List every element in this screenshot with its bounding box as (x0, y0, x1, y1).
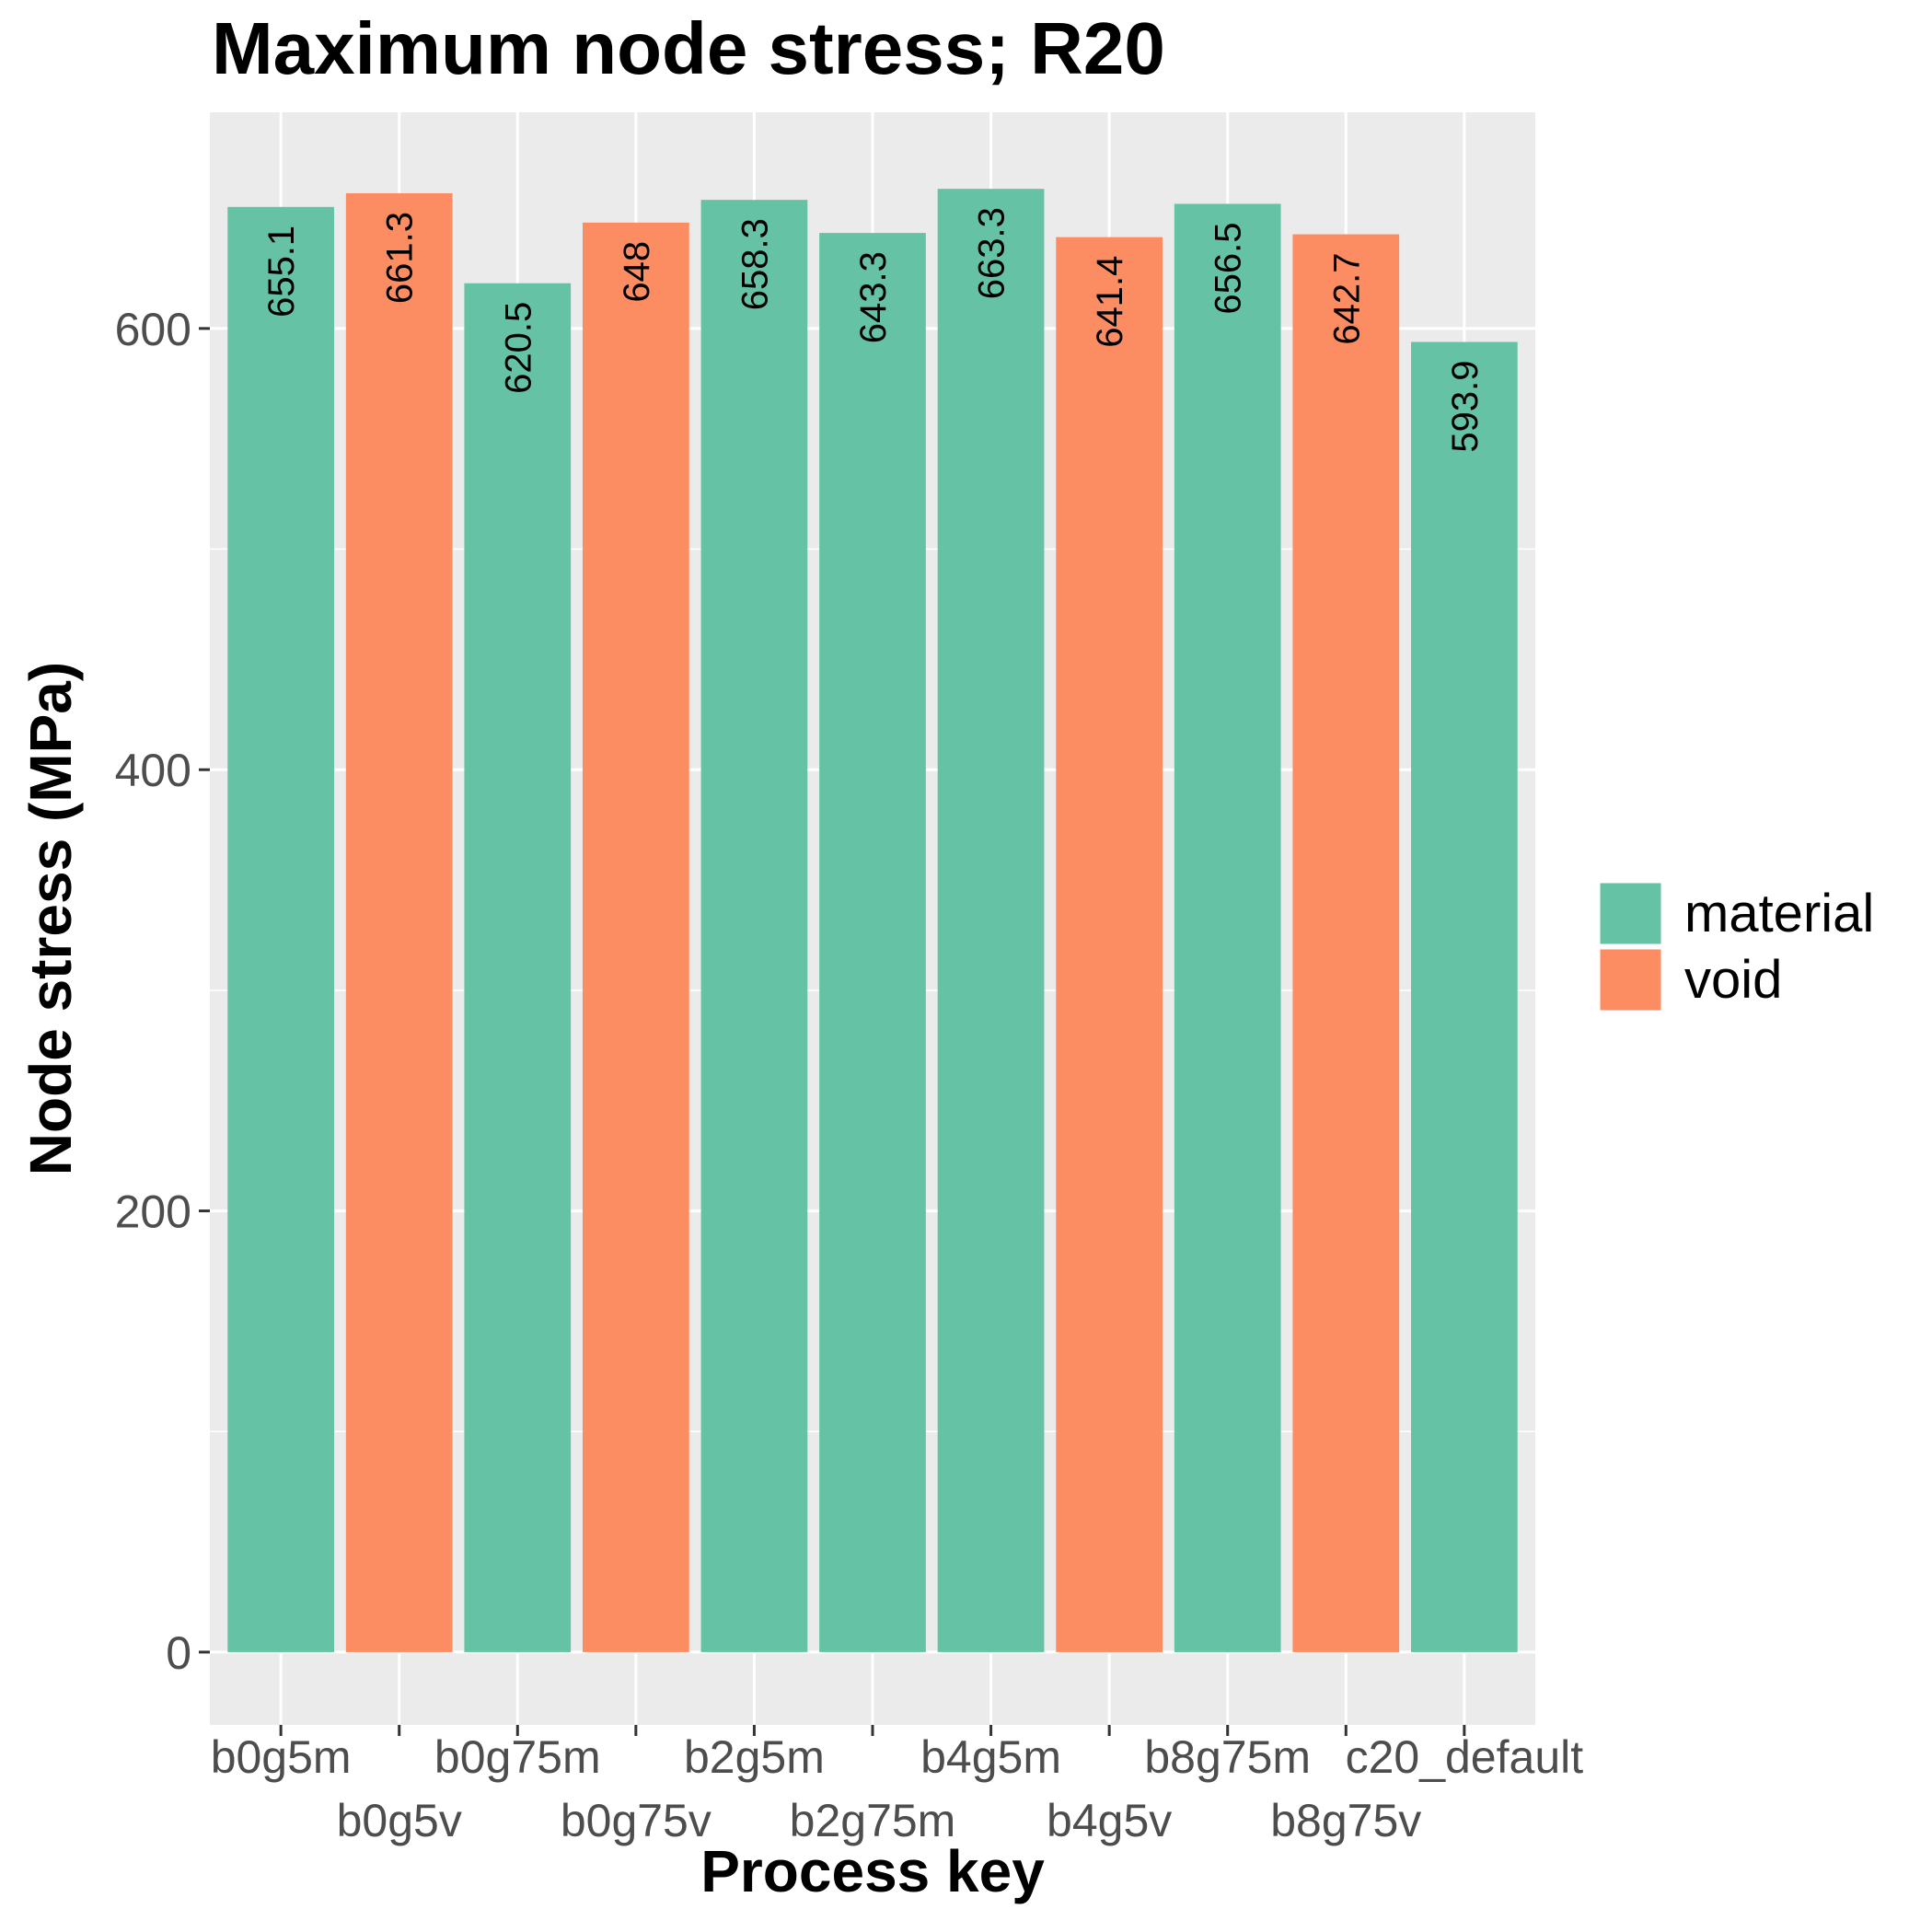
y-tick-label: 200 (115, 1186, 191, 1238)
bars (227, 189, 1518, 1652)
y-axis: 0 200 400 600 (115, 304, 210, 1679)
value-label: 593.9 (1445, 360, 1486, 452)
x-tick-label: b4g5m (920, 1731, 1061, 1783)
x-tick-label: b8g75m (1144, 1731, 1311, 1783)
y-tick-label: 600 (115, 304, 191, 355)
x-tick-label: b2g75m (790, 1795, 956, 1846)
value-label: 643.3 (853, 251, 894, 343)
value-label: 620.5 (498, 302, 538, 394)
value-label: 661.3 (380, 212, 421, 304)
x-tick-label: c20_default (1346, 1731, 1584, 1783)
legend-key-void (1597, 946, 1664, 1013)
value-labels: 655.1 661.3 620.5 648 658.3 643.3 663.3 641.4 65… (261, 207, 1486, 452)
bar-c20_default (1411, 341, 1518, 1652)
x-tick-label: b0g5m (211, 1731, 352, 1783)
x-axis: b0g5m b0g5v b0g75m b0g75v b2g5m b2g75m b4g5m b4… (211, 1725, 1584, 1846)
x-tick-label: b2g5m (684, 1731, 825, 1783)
bar-b0g5v (345, 192, 453, 1652)
value-label: 663.3 (972, 207, 1012, 299)
x-axis-title: Process key (700, 1838, 1045, 1904)
bar-b2g75m (819, 233, 926, 1652)
y-axis-title: Node stress (MPa) (17, 662, 84, 1175)
value-label: 642.7 (1326, 253, 1367, 345)
value-label: 656.5 (1209, 222, 1249, 314)
x-tick-label: b0g75v (561, 1795, 711, 1846)
value-label: 648 (617, 241, 657, 303)
legend-key-material (1597, 880, 1664, 947)
bar-b0g75m (464, 283, 572, 1652)
legend-label: void (1684, 950, 1782, 1010)
legend-label: material (1684, 884, 1874, 943)
x-tick-label: b8g75v (1270, 1795, 1421, 1846)
x-tick-label: b4g5v (1047, 1795, 1172, 1846)
bar-b4g5m (937, 189, 1045, 1652)
bar-b4g5v (1056, 237, 1163, 1652)
bar-b8g75m (1174, 203, 1281, 1652)
value-label: 641.4 (1090, 256, 1130, 348)
value-label: 655.1 (261, 226, 302, 318)
y-tick-label: 400 (115, 745, 191, 796)
y-tick-label: 0 (166, 1627, 191, 1679)
bar-b0g75v (583, 222, 689, 1652)
bar-b2g5m (700, 200, 808, 1652)
bar-b8g75v (1292, 234, 1400, 1652)
x-tick-label: b0g75m (434, 1731, 601, 1783)
legend: material void (1597, 880, 1874, 1013)
bar-b0g5m (227, 206, 334, 1652)
x-tick-label: b0g5v (337, 1795, 462, 1846)
value-label: 658.3 (735, 218, 775, 310)
chart-title: Maximum node stress; R20 (212, 7, 1165, 89)
